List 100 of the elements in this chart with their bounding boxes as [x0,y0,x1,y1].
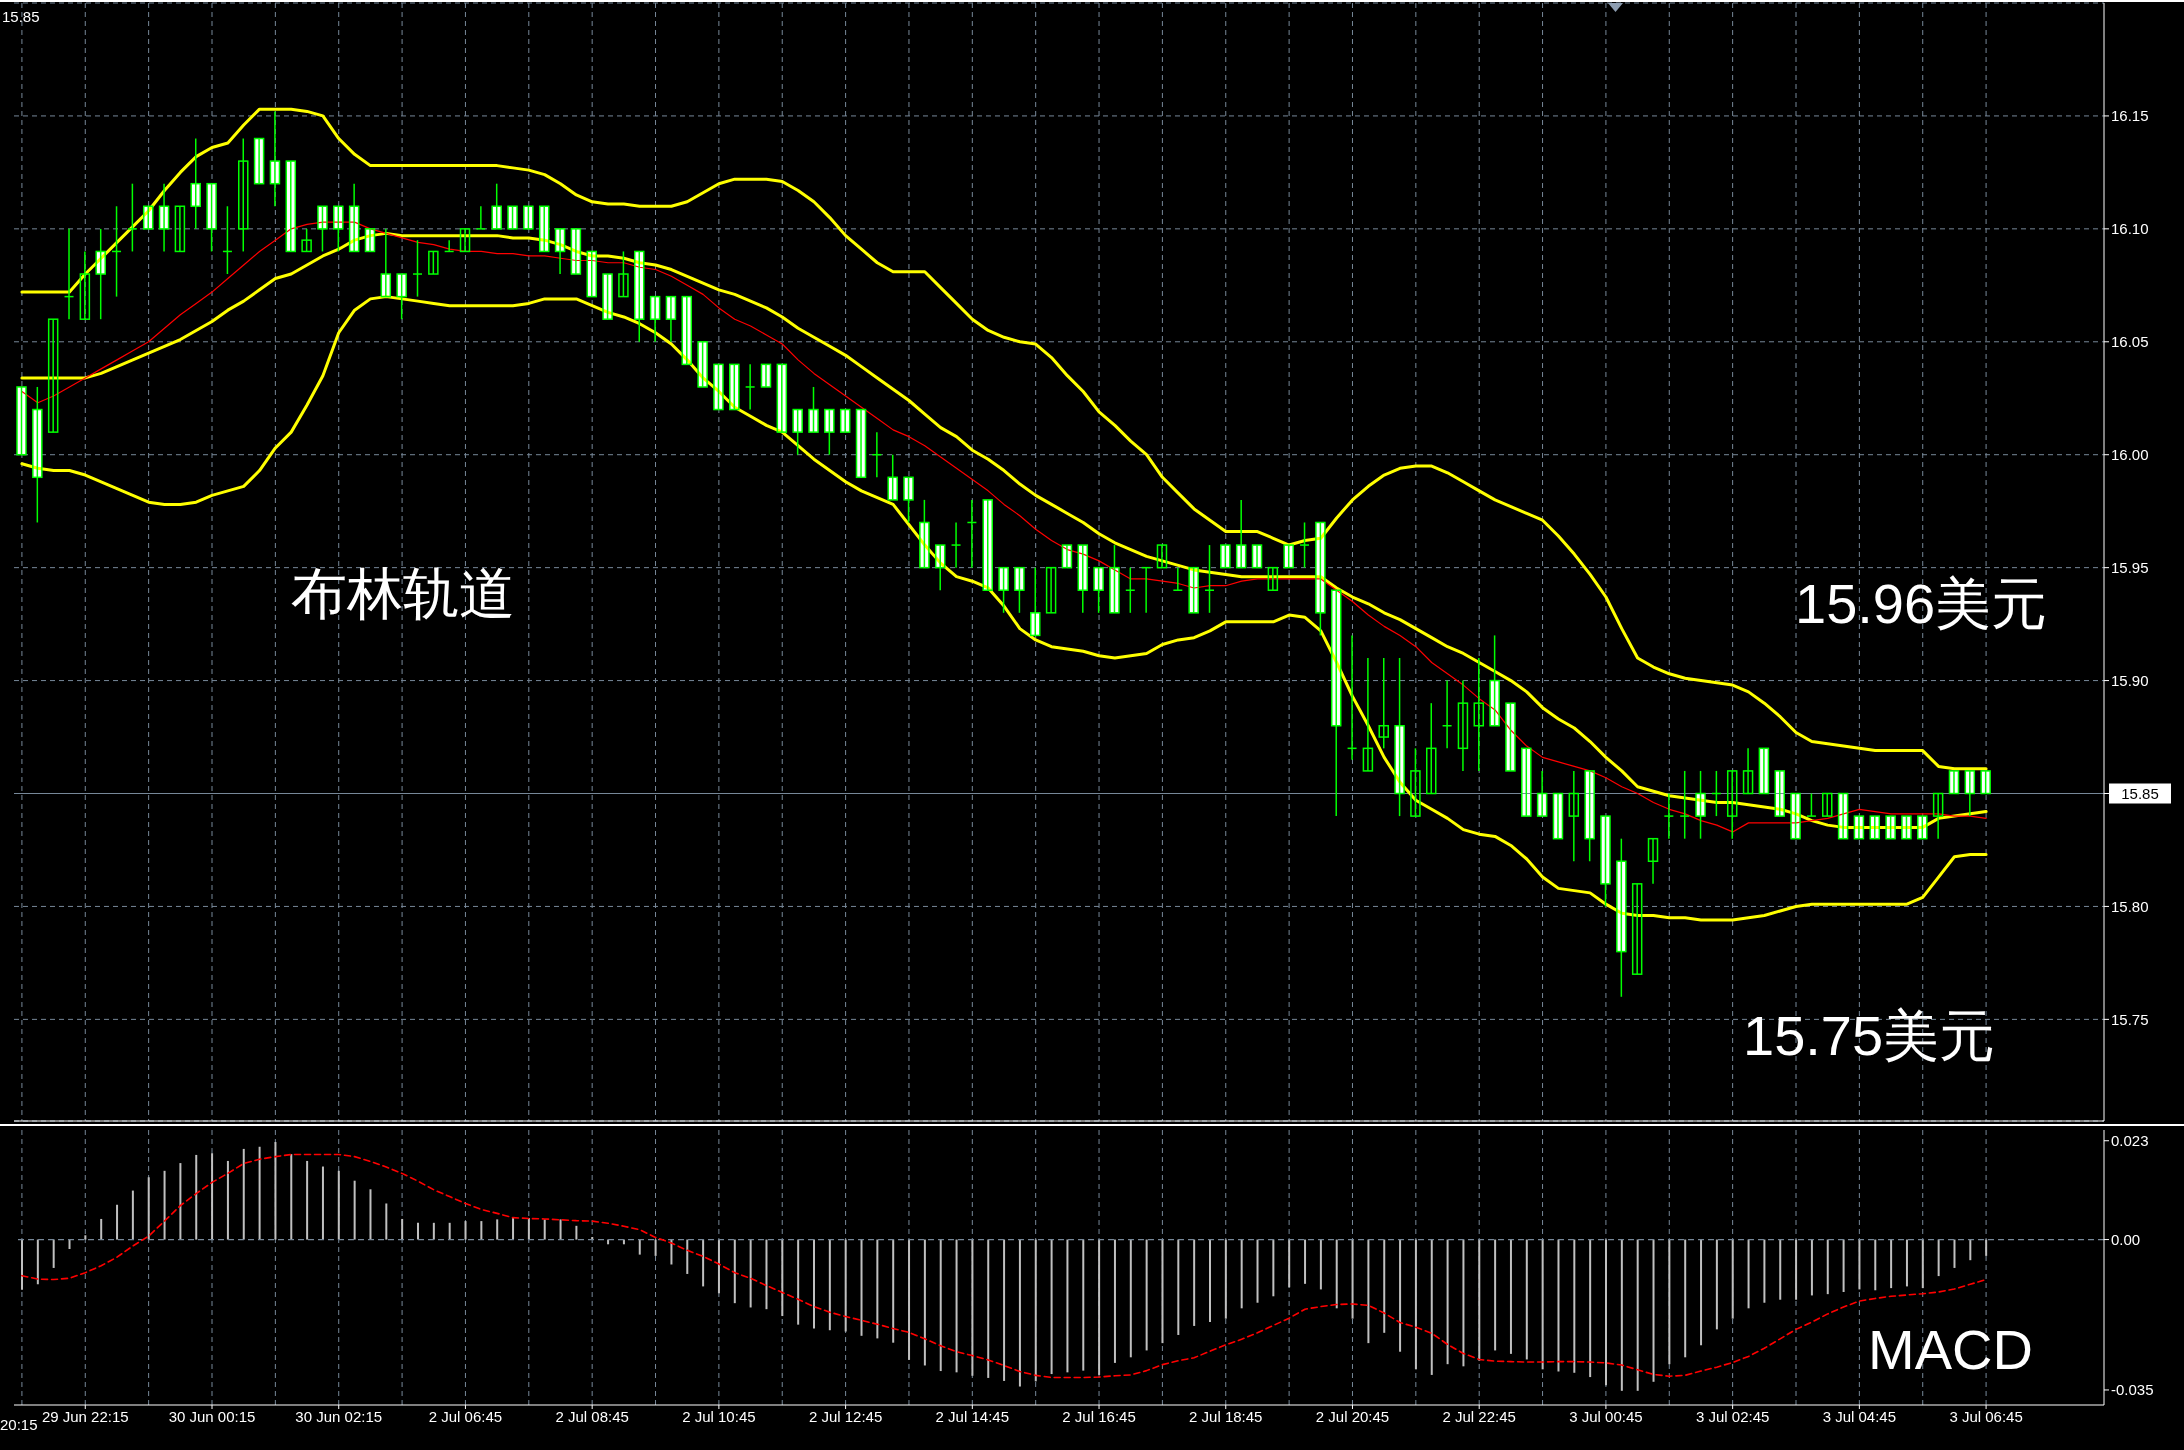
bar [179,1163,182,1240]
bar [1921,1239,1924,1289]
x-tick-label: 2 Jul 18:45 [1189,1407,1263,1425]
bar [1177,1239,1180,1335]
candlestick [301,228,312,253]
candlestick [1726,770,1738,840]
bar [1050,1239,1053,1375]
candlestick [618,250,629,298]
bar [543,1219,546,1240]
candlestick [1362,657,1374,772]
bar [971,1239,974,1376]
bar [702,1239,705,1287]
bar [1842,1239,1845,1292]
bar [987,1239,990,1378]
bar [1351,1239,1354,1319]
bar [1098,1239,1101,1375]
bar [1066,1239,1069,1373]
y-tick-label: 16.15 [2111,107,2149,125]
bar [1399,1239,1402,1352]
bar [1747,1239,1750,1309]
candlestick [459,228,471,253]
candlestick [1647,837,1659,885]
candlestick [47,318,59,433]
bar [36,1239,39,1285]
bar [401,1218,404,1240]
annotation: 15.85 [2,8,40,25]
bar [290,1154,293,1240]
bar [480,1221,483,1240]
bar [353,1180,356,1240]
bar [749,1239,752,1308]
candlestick [1631,883,1643,975]
bar [1018,1239,1021,1387]
candlestick [428,250,439,275]
bar [813,1239,815,1329]
bar [1890,1239,1893,1289]
bar [939,1239,942,1372]
bar [306,1160,309,1240]
bar [527,1218,530,1240]
bar [1430,1239,1433,1375]
bar [1985,1239,1988,1256]
bar [765,1239,768,1310]
candlestick [1378,657,1389,750]
candlestick [1204,544,1215,614]
x-tick-label: 2 Jul 06:45 [428,1407,503,1425]
bar [1589,1239,1592,1378]
bar [1240,1239,1243,1309]
bar [1620,1239,1623,1391]
candlestick [1457,679,1469,772]
bar [1478,1239,1481,1361]
bar [1605,1239,1607,1386]
bar [321,1166,324,1240]
bar [84,1235,87,1240]
bar [21,1239,23,1290]
bar [242,1148,245,1240]
bar [1668,1239,1671,1365]
x-tick-label: 2 Jul 12:45 [808,1407,883,1425]
bar [432,1222,435,1240]
bar [52,1239,55,1268]
bar [1715,1239,1718,1330]
bar [1145,1239,1148,1351]
bar [1224,1239,1227,1319]
bar [1700,1239,1703,1346]
bar [1541,1239,1544,1370]
candlestick [570,228,582,275]
text: 20:15 [0,1416,38,1433]
y-tick-label: 15.80 [2111,897,2149,915]
x-tick-label: 2 Jul 10:45 [682,1407,756,1425]
candlestick [1774,770,1785,817]
x-tick-label: 2 Jul 08:45 [555,1407,629,1425]
x-tick-label: 3 Jul 06:45 [1949,1407,2023,1425]
bar [211,1153,214,1240]
candlestick [744,363,756,411]
y-tick-label: 15.95 [2111,558,2149,576]
candlestick [412,239,423,298]
bar [1874,1239,1877,1291]
y-tick-label: 16.10 [2111,220,2149,238]
y-tick-label: 16.05 [2111,333,2149,351]
candlestick [1426,702,1437,795]
bar [274,1142,277,1240]
bar [892,1239,895,1343]
candlestick [1125,566,1136,614]
candlestick [475,205,487,230]
bar [1272,1239,1275,1297]
bar [1763,1239,1766,1303]
bar [1161,1239,1164,1344]
bar [1414,1239,1417,1370]
bar [654,1239,657,1256]
bar [68,1239,71,1250]
bar [1129,1239,1132,1358]
candlestick [1568,770,1580,863]
bar [781,1239,784,1317]
y-tick-label: 0.023 [2111,1132,2149,1150]
x-tick-label: 2 Jul 20:45 [1315,1407,1390,1425]
bar [258,1146,261,1240]
bar [860,1239,863,1336]
candlestick [1679,770,1690,840]
bar [1256,1239,1259,1303]
bar [147,1177,150,1240]
candlestick [1156,544,1168,569]
bar [1573,1239,1576,1373]
